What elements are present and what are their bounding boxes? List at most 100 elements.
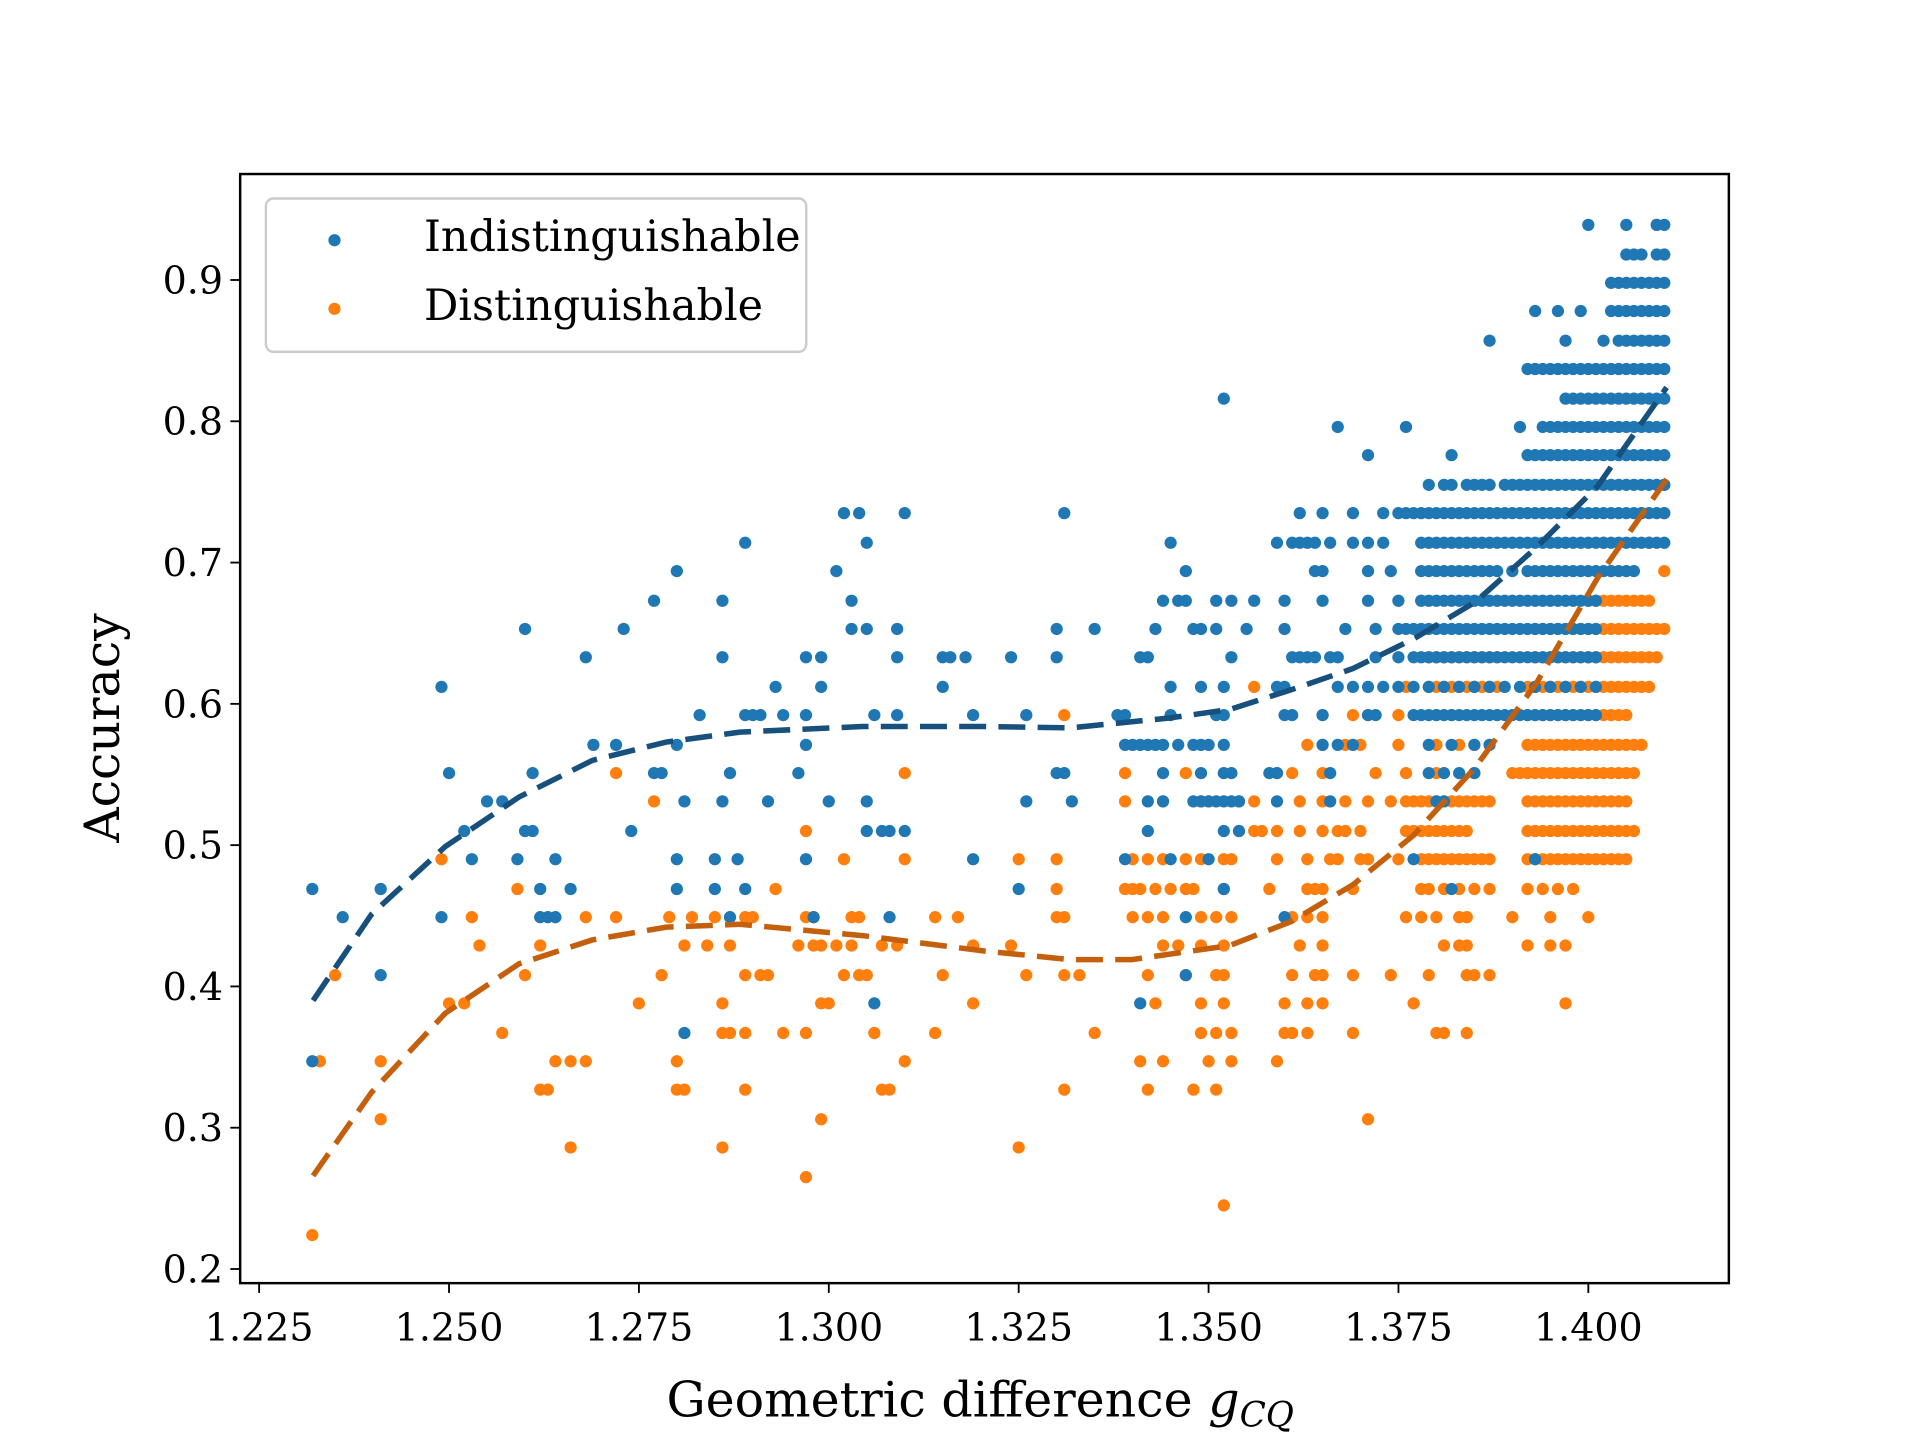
- data-point: [708, 882, 721, 896]
- data-point: [1521, 939, 1534, 952]
- data-point: [739, 1026, 752, 1040]
- data-point: [1369, 651, 1382, 664]
- data-point: [1377, 680, 1390, 694]
- data-point: [1384, 795, 1397, 808]
- data-point: [534, 939, 547, 952]
- data-point: [1240, 622, 1253, 636]
- data-point: [723, 911, 737, 924]
- data-point: [845, 622, 858, 636]
- data-point: [579, 911, 592, 924]
- data-point: [1270, 853, 1284, 866]
- data-point: [891, 622, 904, 636]
- data-point: [754, 708, 767, 722]
- data-point: [1210, 594, 1223, 607]
- data-point: [1164, 680, 1177, 694]
- x-tick-label: 1.250: [395, 1306, 504, 1350]
- data-point: [1331, 680, 1344, 694]
- data-point: [845, 939, 858, 952]
- fit-curve-distinguishable: [310, 477, 1669, 1178]
- data-point: [1301, 1026, 1314, 1040]
- data-point: [1149, 622, 1162, 636]
- data-point: [435, 911, 448, 924]
- data-point: [792, 939, 805, 952]
- data-point: [860, 824, 873, 838]
- data-point: [860, 969, 873, 982]
- data-point: [1050, 622, 1063, 636]
- data-point: [1658, 304, 1671, 318]
- data-point: [1210, 911, 1223, 924]
- y-tick-label: 0.7: [163, 541, 223, 585]
- data-point: [1020, 708, 1033, 722]
- data-point: [815, 939, 828, 952]
- data-point: [1194, 1026, 1208, 1040]
- data-point: [716, 997, 729, 1010]
- data-point: [1460, 1026, 1473, 1040]
- data-point: [1050, 651, 1063, 664]
- data-point: [1316, 594, 1329, 607]
- data-point: [1012, 853, 1025, 866]
- data-point: [1141, 795, 1154, 808]
- data-point: [1210, 1026, 1223, 1040]
- data-point: [1453, 766, 1466, 780]
- data-point: [1156, 594, 1170, 607]
- data-point: [1521, 882, 1534, 896]
- data-point: [473, 939, 486, 952]
- data-point: [1270, 795, 1284, 808]
- data-point: [1156, 1055, 1170, 1068]
- data-point: [1194, 911, 1208, 924]
- data-point: [1225, 594, 1238, 607]
- data-point: [1217, 392, 1230, 405]
- data-point: [769, 882, 782, 896]
- data-point: [1658, 622, 1671, 636]
- data-point: [860, 536, 873, 549]
- data-point: [374, 882, 387, 896]
- data-point: [465, 911, 478, 924]
- data-point: [777, 1026, 790, 1040]
- data-point: [1118, 708, 1132, 722]
- data-point: [1392, 853, 1405, 866]
- x-tick-label: 1.325: [964, 1306, 1073, 1350]
- y-tick-label: 0.2: [163, 1247, 223, 1291]
- data-point: [860, 622, 873, 636]
- data-point: [883, 1083, 896, 1096]
- data-point: [1331, 420, 1344, 434]
- data-point: [1422, 969, 1435, 982]
- data-point: [799, 824, 813, 838]
- data-point: [1658, 536, 1671, 549]
- data-point: [1286, 1026, 1299, 1040]
- legend-label-indistinguishable: Indistinguishable: [424, 212, 801, 262]
- data-point: [1172, 939, 1185, 952]
- data-point: [716, 795, 729, 808]
- data-point: [534, 882, 547, 896]
- data-point: [1658, 449, 1671, 462]
- data-point: [1658, 564, 1671, 578]
- data-point: [853, 507, 866, 520]
- data-point: [1050, 882, 1063, 896]
- data-point: [518, 969, 532, 982]
- data-point: [1225, 766, 1238, 780]
- data-point: [1263, 882, 1276, 896]
- data-point: [1559, 997, 1572, 1010]
- data-point: [1559, 334, 1572, 347]
- data-point: [1141, 911, 1154, 924]
- data-point: [1620, 853, 1633, 866]
- data-point: [1058, 766, 1071, 780]
- data-point: [1399, 766, 1413, 780]
- plot-frame: [238, 172, 1731, 1285]
- fit-curves: [310, 385, 1669, 1178]
- data-point: [837, 853, 851, 866]
- data-point: [807, 911, 820, 924]
- data-point: [1217, 939, 1230, 952]
- data-point: [1491, 564, 1504, 578]
- data-point: [1286, 969, 1299, 982]
- data-point: [1217, 997, 1230, 1010]
- data-point: [1179, 911, 1192, 924]
- data-point: [1468, 882, 1481, 896]
- data-point: [739, 536, 752, 549]
- data-point: [1324, 536, 1337, 549]
- data-point: [670, 882, 683, 896]
- data-point: [799, 651, 813, 664]
- data-point: [1437, 766, 1451, 780]
- data-point: [731, 853, 744, 866]
- data-point: [579, 1055, 592, 1068]
